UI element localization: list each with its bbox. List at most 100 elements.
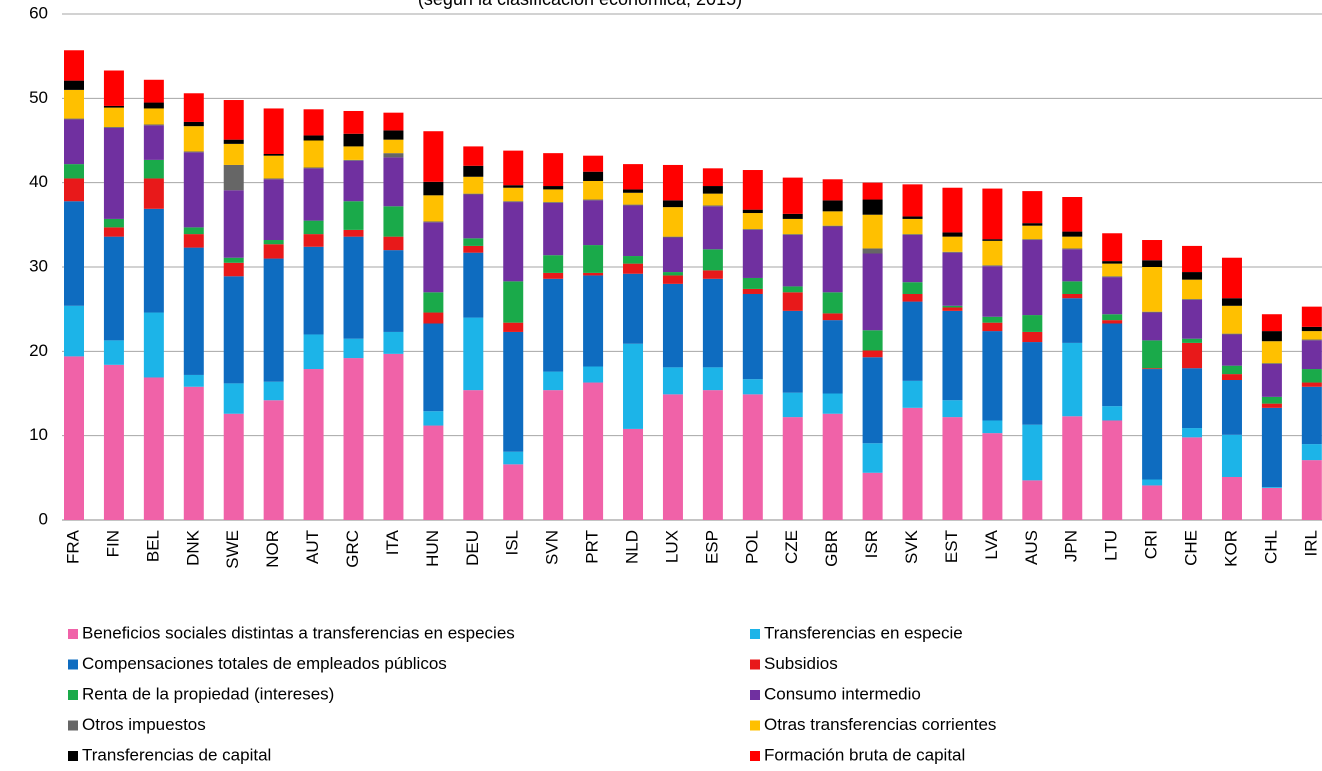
x-tick-label: CRI: [1142, 530, 1161, 559]
bar-segment: [343, 338, 364, 359]
bar-segment: [223, 257, 244, 263]
bar-segment: [1022, 191, 1043, 224]
bar-segment: [583, 245, 604, 273]
bar-segment: [303, 140, 324, 168]
bar-segment: [1022, 331, 1043, 343]
bar-segment: [583, 382, 604, 520]
legend-label: Transferencias en especie: [764, 623, 963, 642]
bar-segment: [662, 394, 683, 520]
bar-segment: [1182, 272, 1203, 280]
bar-segment: [383, 353, 404, 520]
bar-segment: [1062, 197, 1083, 232]
bar-segment: [702, 168, 723, 187]
bar-segment: [862, 248, 883, 254]
bar-segment: [782, 292, 803, 311]
bar-segment: [503, 202, 524, 282]
bar-segment: [1182, 338, 1203, 343]
bar-segment: [623, 205, 644, 257]
legend-swatch: [750, 659, 760, 670]
bar-segment: [942, 307, 963, 311]
bar-segment: [223, 190, 244, 258]
bar-segment: [303, 135, 324, 141]
bar-segment: [223, 413, 244, 520]
bar-segment: [623, 428, 644, 520]
legend-label: Subsidios: [764, 654, 838, 673]
bar-segment: [1022, 424, 1043, 481]
bar-segment: [423, 195, 444, 222]
bar-segment: [543, 202, 564, 203]
bar-segment: [623, 189, 644, 193]
x-tick-label: IRL: [1301, 530, 1320, 556]
bar-segment: [103, 227, 124, 237]
bar-segment: [822, 211, 843, 226]
bar-segment: [1102, 420, 1123, 520]
bar-segment: [1182, 299, 1203, 300]
bar-segment: [503, 451, 524, 465]
bar-segment: [223, 143, 244, 165]
bar-segment: [423, 411, 444, 426]
bar-segment: [623, 164, 644, 190]
x-tick-label: NLD: [623, 530, 642, 564]
bar-segment: [862, 253, 883, 331]
bar-segment: [1301, 339, 1322, 341]
bar-segment: [1221, 476, 1242, 520]
bar-segment: [1261, 487, 1282, 520]
y-tick-label: 50: [29, 88, 48, 107]
bar-segment: [742, 394, 763, 520]
bar-segment: [64, 89, 84, 119]
bar-segment: [263, 153, 284, 156]
bar-segment: [303, 246, 324, 335]
y-tick-label: 40: [29, 172, 48, 191]
bar-segment: [902, 282, 923, 294]
bar-segment: [503, 185, 524, 188]
bar-segment: [583, 199, 604, 201]
bar-segment: [383, 331, 404, 354]
bar-segment: [343, 146, 364, 160]
bar-segment: [902, 301, 923, 381]
bar-segment: [902, 234, 923, 283]
x-tick-label: SWE: [223, 530, 242, 569]
bar-segment: [742, 170, 763, 210]
bar-segment: [1062, 281, 1083, 294]
bar-segment: [223, 164, 244, 191]
bar-segment: [1102, 277, 1123, 315]
x-tick-label: LTU: [1102, 530, 1121, 561]
bar-segment: [343, 110, 364, 134]
bar-segment: [103, 364, 124, 520]
bar-segment: [782, 234, 803, 235]
bar-segment: [1142, 240, 1163, 261]
bar-segment: [742, 277, 763, 289]
legend-swatch: [68, 659, 78, 670]
bar-segment: [942, 400, 963, 418]
x-tick-label: DEU: [463, 530, 482, 566]
bar-segment: [902, 218, 923, 235]
bar-segment: [383, 250, 404, 332]
bar-segment: [183, 126, 204, 152]
bar-segment: [623, 343, 644, 429]
bar-segment: [463, 238, 484, 246]
bar-segment: [1182, 342, 1203, 369]
bar-segment: [183, 93, 204, 122]
bar-segment: [503, 150, 524, 186]
bar-segment: [982, 420, 1003, 434]
bar-segment: [662, 236, 683, 238]
bar-segment: [103, 70, 124, 106]
bar-segment: [702, 367, 723, 391]
bar-segment: [263, 381, 284, 401]
bar-segment: [303, 334, 324, 370]
bar-segment: [782, 392, 803, 418]
bar-segment: [1142, 260, 1163, 267]
bar-segment: [463, 146, 484, 166]
bar-segment: [1261, 363, 1282, 364]
bar-segment: [343, 160, 364, 202]
bar-segment: [862, 350, 883, 358]
bar-segment: [1062, 293, 1083, 299]
bar-segment: [423, 131, 444, 182]
bar-segment: [702, 249, 723, 271]
bar-segment: [782, 234, 803, 287]
bar-segment: [982, 188, 1003, 240]
bar-segment: [742, 379, 763, 395]
bar-segment: [1301, 386, 1322, 445]
bar-segment: [1022, 315, 1043, 332]
bar-segment: [1261, 314, 1282, 332]
